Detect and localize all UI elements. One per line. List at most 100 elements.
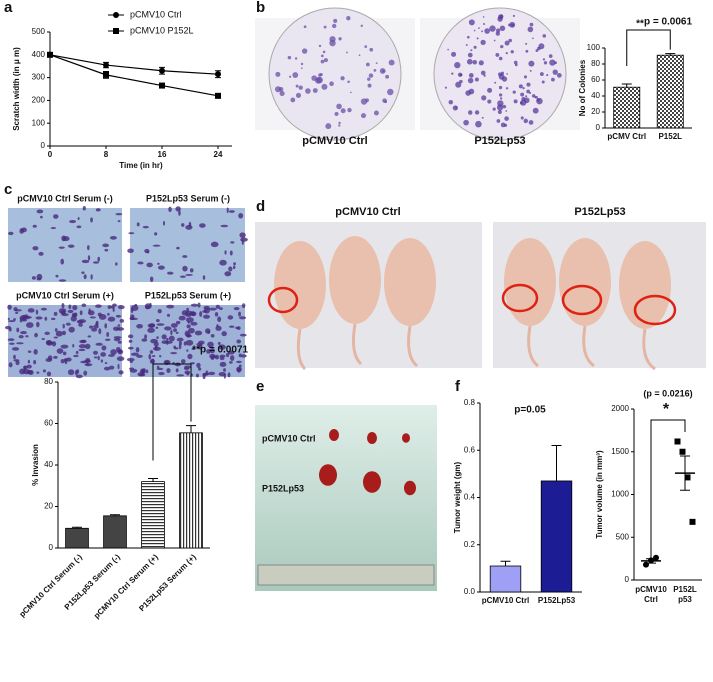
colony: [473, 29, 476, 32]
panel-letter: b: [256, 0, 265, 16]
x-tick-label-line: p53: [678, 595, 692, 604]
colony: [369, 47, 374, 52]
x-tick-label: pCMV10 Ctrl Serum (+): [92, 552, 160, 620]
cell: [36, 321, 40, 328]
cell: [224, 250, 227, 255]
colony: [498, 85, 503, 90]
cell: [236, 339, 242, 344]
cell: [228, 210, 235, 213]
colony: [492, 107, 496, 111]
y-tick-label: 0: [596, 123, 601, 132]
y-tick-label: 500: [616, 532, 630, 541]
cell: [116, 327, 125, 331]
colony: [382, 69, 385, 73]
cell: [63, 358, 68, 362]
cell: [218, 371, 226, 377]
cell: [98, 313, 107, 320]
colony: [311, 75, 317, 81]
colony: [481, 116, 484, 119]
cell: [117, 327, 120, 330]
cell: [107, 312, 110, 316]
annotation: *: [663, 401, 670, 418]
cell: [130, 307, 134, 314]
mouse: [504, 238, 556, 326]
colony: [482, 16, 485, 18]
colony: [338, 124, 341, 127]
cell: [27, 308, 35, 313]
y-tick-label: 1500: [611, 447, 629, 456]
colony: [287, 55, 292, 60]
cell: [62, 323, 65, 329]
x-tick-label: pCMV10 Ctrl Serum (-): [18, 552, 85, 619]
cell: [157, 262, 160, 265]
colony: [505, 51, 508, 55]
tumor: [402, 433, 410, 443]
colony: [519, 101, 523, 105]
cell: [197, 367, 202, 371]
cell: [107, 316, 116, 322]
cell: [223, 368, 226, 372]
cell: [209, 348, 215, 354]
y-tick-label: 60: [44, 419, 53, 428]
cell: [182, 265, 188, 272]
colony: [556, 73, 562, 78]
cell: [183, 367, 190, 370]
cell: [130, 352, 139, 356]
colony: [510, 50, 514, 54]
cell: [93, 350, 99, 355]
y-tick-label: 1000: [611, 490, 629, 499]
cell: [67, 244, 75, 248]
colony: [451, 51, 457, 57]
point: [215, 71, 221, 78]
colony: [480, 39, 486, 46]
cell: [166, 313, 171, 317]
tumor-circle: [501, 283, 539, 313]
cell: [117, 349, 123, 354]
cell: [167, 271, 174, 275]
cell: [104, 248, 109, 252]
cell: [175, 206, 181, 212]
cell: [156, 323, 165, 326]
point: [47, 51, 53, 58]
colony: [496, 28, 501, 33]
error-bar: [148, 477, 158, 482]
colony: [535, 49, 539, 52]
colony: [373, 110, 379, 116]
cell: [207, 341, 214, 348]
cell: [149, 276, 154, 283]
cell: [100, 352, 107, 357]
cell: [110, 349, 117, 356]
colony: [465, 44, 468, 46]
colony: [513, 99, 518, 104]
tail: [296, 328, 307, 371]
colony: [336, 103, 342, 110]
cell: [60, 258, 65, 265]
cell: [44, 331, 50, 335]
tumor: [319, 464, 337, 486]
colony: [466, 58, 473, 65]
point: [103, 71, 109, 78]
cell: [175, 331, 179, 334]
colony: [480, 70, 486, 76]
colony: [476, 37, 479, 40]
cell: [22, 315, 31, 320]
colony: [481, 30, 483, 33]
colony: [552, 69, 558, 75]
colony: [444, 86, 447, 89]
cell: [210, 334, 215, 338]
colony: [526, 89, 531, 94]
point: [674, 438, 681, 445]
cell: [81, 271, 85, 274]
cell: [22, 369, 31, 375]
line: [49, 54, 219, 75]
colony: [532, 37, 534, 40]
y-axis-label: Scratch width (in μ m): [12, 47, 21, 131]
cell: [40, 307, 47, 311]
error-bar: [110, 514, 120, 516]
bar: [65, 527, 89, 549]
cell: [36, 209, 44, 214]
cell: [229, 361, 233, 364]
cell: [230, 241, 235, 244]
colony: [384, 100, 388, 104]
colony: [518, 84, 523, 89]
